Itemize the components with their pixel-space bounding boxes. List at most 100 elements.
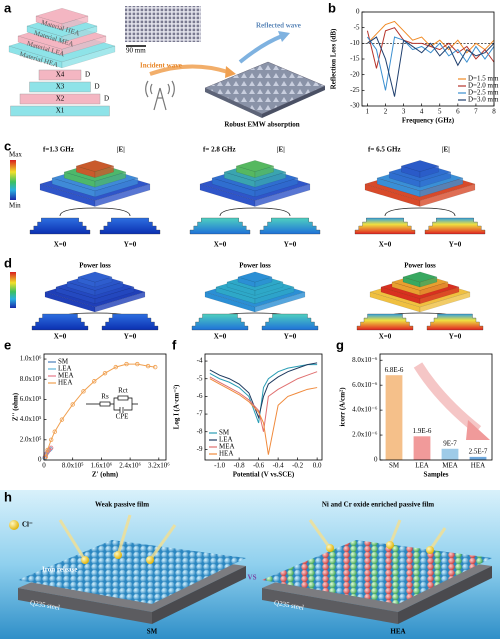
pyramid-layer (254, 291, 306, 313)
x-tick-label: 1.6x10⁶ (91, 462, 113, 470)
series-line (209, 371, 318, 432)
incident-label: Incident wave (140, 62, 182, 70)
dimension-label: X1 (56, 107, 65, 115)
y-tick-label: 8.0x10⁵ (20, 375, 42, 383)
cross-section (191, 313, 249, 331)
value-label: 1.9E-6 (413, 427, 432, 435)
thickness-label: D (85, 71, 90, 79)
reflected-arrow (238, 34, 283, 64)
x-tick-label: 3.2x10⁶ (148, 462, 170, 470)
frequency-label: f= 2.8 GHz (203, 146, 236, 154)
x-axis-title: Z' (ohm) (92, 471, 119, 479)
bracket (384, 207, 456, 217)
section-label: X=0 (379, 333, 392, 341)
section-label: Y=0 (449, 241, 462, 249)
panel-letter: e (4, 337, 11, 352)
plot-frame (361, 11, 495, 107)
y-tick-label: 4.0x10⁻⁶ (352, 406, 378, 414)
hea-surface (262, 540, 492, 604)
y-tick-label: -10 (350, 39, 360, 47)
cross-section (354, 217, 416, 235)
circuit-label: Rs (101, 393, 109, 401)
x-tick-label: 2.4x10⁶ (119, 462, 141, 470)
legend-label: MEA (58, 372, 74, 380)
pyramid-layer (94, 183, 151, 207)
cross-section (99, 217, 161, 235)
y-tick-label: -6 (197, 392, 203, 400)
pyramid-layer (77, 271, 113, 283)
y-tick-label: 2.0x10⁵ (20, 435, 42, 443)
data-point (113, 364, 118, 370)
legend-label: HEA (219, 450, 233, 458)
cross-section (424, 217, 486, 235)
steel-side (262, 588, 398, 624)
data-point (48, 437, 54, 443)
field-label: |E| (117, 146, 125, 154)
series-line (209, 364, 318, 424)
metamaterial-photo (125, 6, 201, 42)
x-tick-label: -0.2 (292, 462, 304, 470)
y-axis-title: Reflection Loss (dB) (330, 28, 338, 89)
y-tick-label: -5 (197, 374, 203, 382)
value-label: 9E-7 (443, 439, 457, 447)
pyramid-layer (402, 271, 438, 283)
x-tick-label: 8.0x10⁵ (62, 462, 84, 470)
frequency-label: f=1.3 GHz (43, 146, 74, 154)
trend-arrow (413, 362, 482, 434)
dimension-label: X4 (56, 71, 65, 79)
scale-bar-label: 90 mm (126, 47, 146, 55)
release-label: Iron release (42, 566, 77, 574)
plot-frame (379, 353, 493, 461)
cross-section-layer (10, 105, 110, 117)
resistor (117, 395, 129, 401)
x-tick-label: 3 (402, 108, 406, 116)
field-label: |E| (442, 146, 450, 154)
x-tick-label: 6 (456, 108, 460, 116)
data-point (153, 364, 158, 370)
section-label: Y=0 (124, 333, 137, 341)
data-point (70, 402, 75, 407)
power-loss-title: Power loss (404, 262, 436, 270)
x-tick-label: MEA (442, 462, 458, 470)
chloride-ion (9, 520, 19, 530)
thickness-label: D (104, 95, 109, 103)
x-tick-label: 4 (420, 108, 424, 116)
y-tick-label: -15 (350, 55, 360, 63)
x-tick-label: -0.8 (234, 462, 246, 470)
section-label: X=0 (379, 241, 392, 249)
field-label: |E| (277, 146, 285, 154)
cross-section-layer (38, 69, 82, 81)
legend-label: LEA (219, 436, 233, 444)
plot-frame (204, 353, 323, 461)
y-axis-title: icorr (A/cm²) (339, 387, 347, 427)
reflected-label: Reflected wave (256, 22, 301, 30)
y-tick-label: 0 (38, 456, 42, 464)
x-tick-label: 8 (492, 108, 496, 116)
x-tick-label: 0 (42, 462, 46, 470)
series-line (209, 378, 318, 455)
data-point (52, 429, 57, 434)
pyramid-layer (254, 276, 273, 288)
arrow-head (225, 66, 236, 78)
color-bar (10, 272, 16, 308)
x-tick-label: 2 (384, 108, 388, 116)
legend-label: D=2.5 mm (468, 89, 499, 97)
right-title: Ni and Cr oxide enriched passive film (322, 501, 434, 509)
section-label: Y=0 (284, 241, 297, 249)
cross-section (426, 313, 484, 331)
y-tick-label: -4 (197, 357, 203, 365)
dimension-label: X3 (56, 83, 65, 91)
pyramid-layer (75, 160, 115, 172)
sm-surface (18, 540, 246, 604)
cross-section (101, 313, 159, 331)
pyramid-layer (235, 160, 275, 172)
data-point (81, 389, 86, 394)
x-tick-label: -0.6 (253, 462, 265, 470)
panel-letter: c (4, 138, 11, 153)
pyramid-layer (400, 160, 440, 172)
data-point (135, 361, 140, 367)
series-line (367, 36, 495, 97)
panel-letter: a (4, 0, 12, 15)
resistor (99, 401, 111, 407)
layer (61, 25, 98, 43)
